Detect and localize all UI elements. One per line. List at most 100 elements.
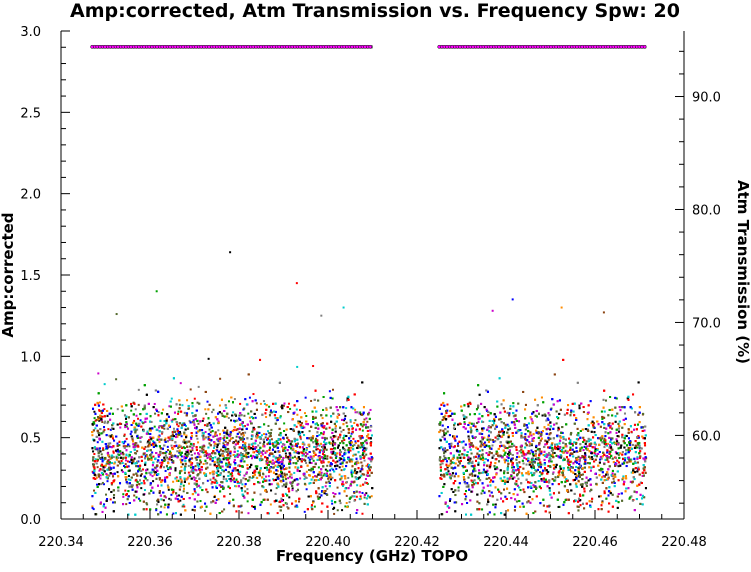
data-point	[235, 485, 238, 488]
data-point	[249, 447, 252, 450]
data-point	[347, 447, 350, 450]
data-point	[104, 464, 107, 467]
data-point	[172, 480, 175, 483]
data-point	[277, 474, 280, 477]
data-point	[320, 494, 323, 497]
data-point	[152, 470, 155, 473]
data-point	[263, 432, 266, 435]
data-point	[193, 478, 196, 481]
data-point	[171, 492, 174, 495]
data-point	[303, 426, 306, 429]
data-point	[209, 455, 212, 458]
data-point	[259, 426, 262, 429]
data-point	[222, 437, 225, 440]
data-point	[234, 463, 237, 466]
data-point	[289, 428, 292, 431]
data-point	[338, 459, 341, 462]
data-point	[151, 427, 154, 430]
data-point	[279, 416, 282, 419]
data-point	[91, 505, 94, 508]
data-point	[163, 506, 166, 509]
data-point	[169, 452, 172, 455]
data-point	[243, 455, 246, 458]
data-point	[235, 414, 238, 417]
data-point	[141, 421, 144, 424]
data-point	[160, 459, 163, 462]
data-point	[345, 421, 348, 424]
data-point	[307, 456, 310, 459]
data-point	[341, 509, 344, 512]
data-point	[233, 398, 236, 401]
data-point	[160, 498, 163, 501]
data-point	[129, 479, 132, 482]
data-point	[309, 481, 312, 484]
data-point	[134, 408, 137, 411]
data-point	[112, 450, 115, 453]
data-point	[365, 497, 368, 500]
data-point	[274, 417, 277, 420]
data-point	[136, 444, 139, 447]
data-point	[123, 414, 126, 417]
data-point	[336, 415, 339, 418]
data-point	[261, 485, 264, 488]
data-point	[259, 467, 262, 470]
data-point	[209, 478, 212, 481]
data-point	[180, 479, 183, 482]
data-point	[187, 407, 190, 410]
data-point	[168, 452, 171, 455]
data-point	[302, 453, 305, 456]
data-point	[183, 422, 186, 425]
data-point	[116, 442, 119, 445]
data-point	[289, 454, 292, 457]
data-point	[328, 481, 331, 484]
data-point	[174, 477, 177, 480]
data-point	[284, 492, 287, 495]
data-point	[209, 472, 212, 475]
data-point	[228, 477, 231, 480]
data-point	[116, 471, 119, 474]
data-point	[173, 445, 176, 448]
data-point	[107, 420, 110, 423]
data-point	[282, 478, 285, 481]
data-point	[261, 476, 264, 479]
data-point	[116, 453, 119, 456]
data-point	[340, 451, 343, 454]
data-point	[342, 459, 345, 462]
data-point	[194, 477, 197, 480]
data-point	[223, 436, 226, 439]
data-point	[97, 372, 100, 375]
data-point	[341, 440, 344, 443]
data-point	[300, 465, 303, 468]
data-point	[334, 430, 337, 433]
data-point	[274, 457, 277, 460]
data-point	[220, 481, 223, 484]
data-point	[256, 455, 259, 458]
data-point	[205, 473, 208, 476]
data-point	[356, 460, 359, 463]
data-point	[360, 413, 363, 416]
data-point	[110, 407, 113, 410]
data-point	[189, 443, 192, 446]
data-point	[266, 457, 269, 460]
data-point	[182, 503, 185, 506]
data-point	[314, 389, 317, 392]
data-point	[152, 461, 155, 464]
data-point	[125, 425, 128, 428]
data-point	[172, 418, 175, 421]
data-point	[355, 490, 358, 493]
data-point	[366, 429, 369, 432]
data-point	[178, 433, 181, 436]
data-point	[130, 423, 133, 426]
data-point	[140, 436, 143, 439]
data-point	[183, 433, 186, 436]
data-point	[244, 398, 247, 401]
data-point	[364, 423, 367, 426]
data-point	[92, 450, 95, 453]
data-point	[342, 447, 345, 450]
data-point	[161, 479, 164, 482]
data-point	[345, 494, 348, 497]
data-point	[343, 448, 346, 451]
data-point	[347, 487, 350, 490]
data-point	[260, 454, 263, 457]
data-point	[163, 459, 166, 462]
